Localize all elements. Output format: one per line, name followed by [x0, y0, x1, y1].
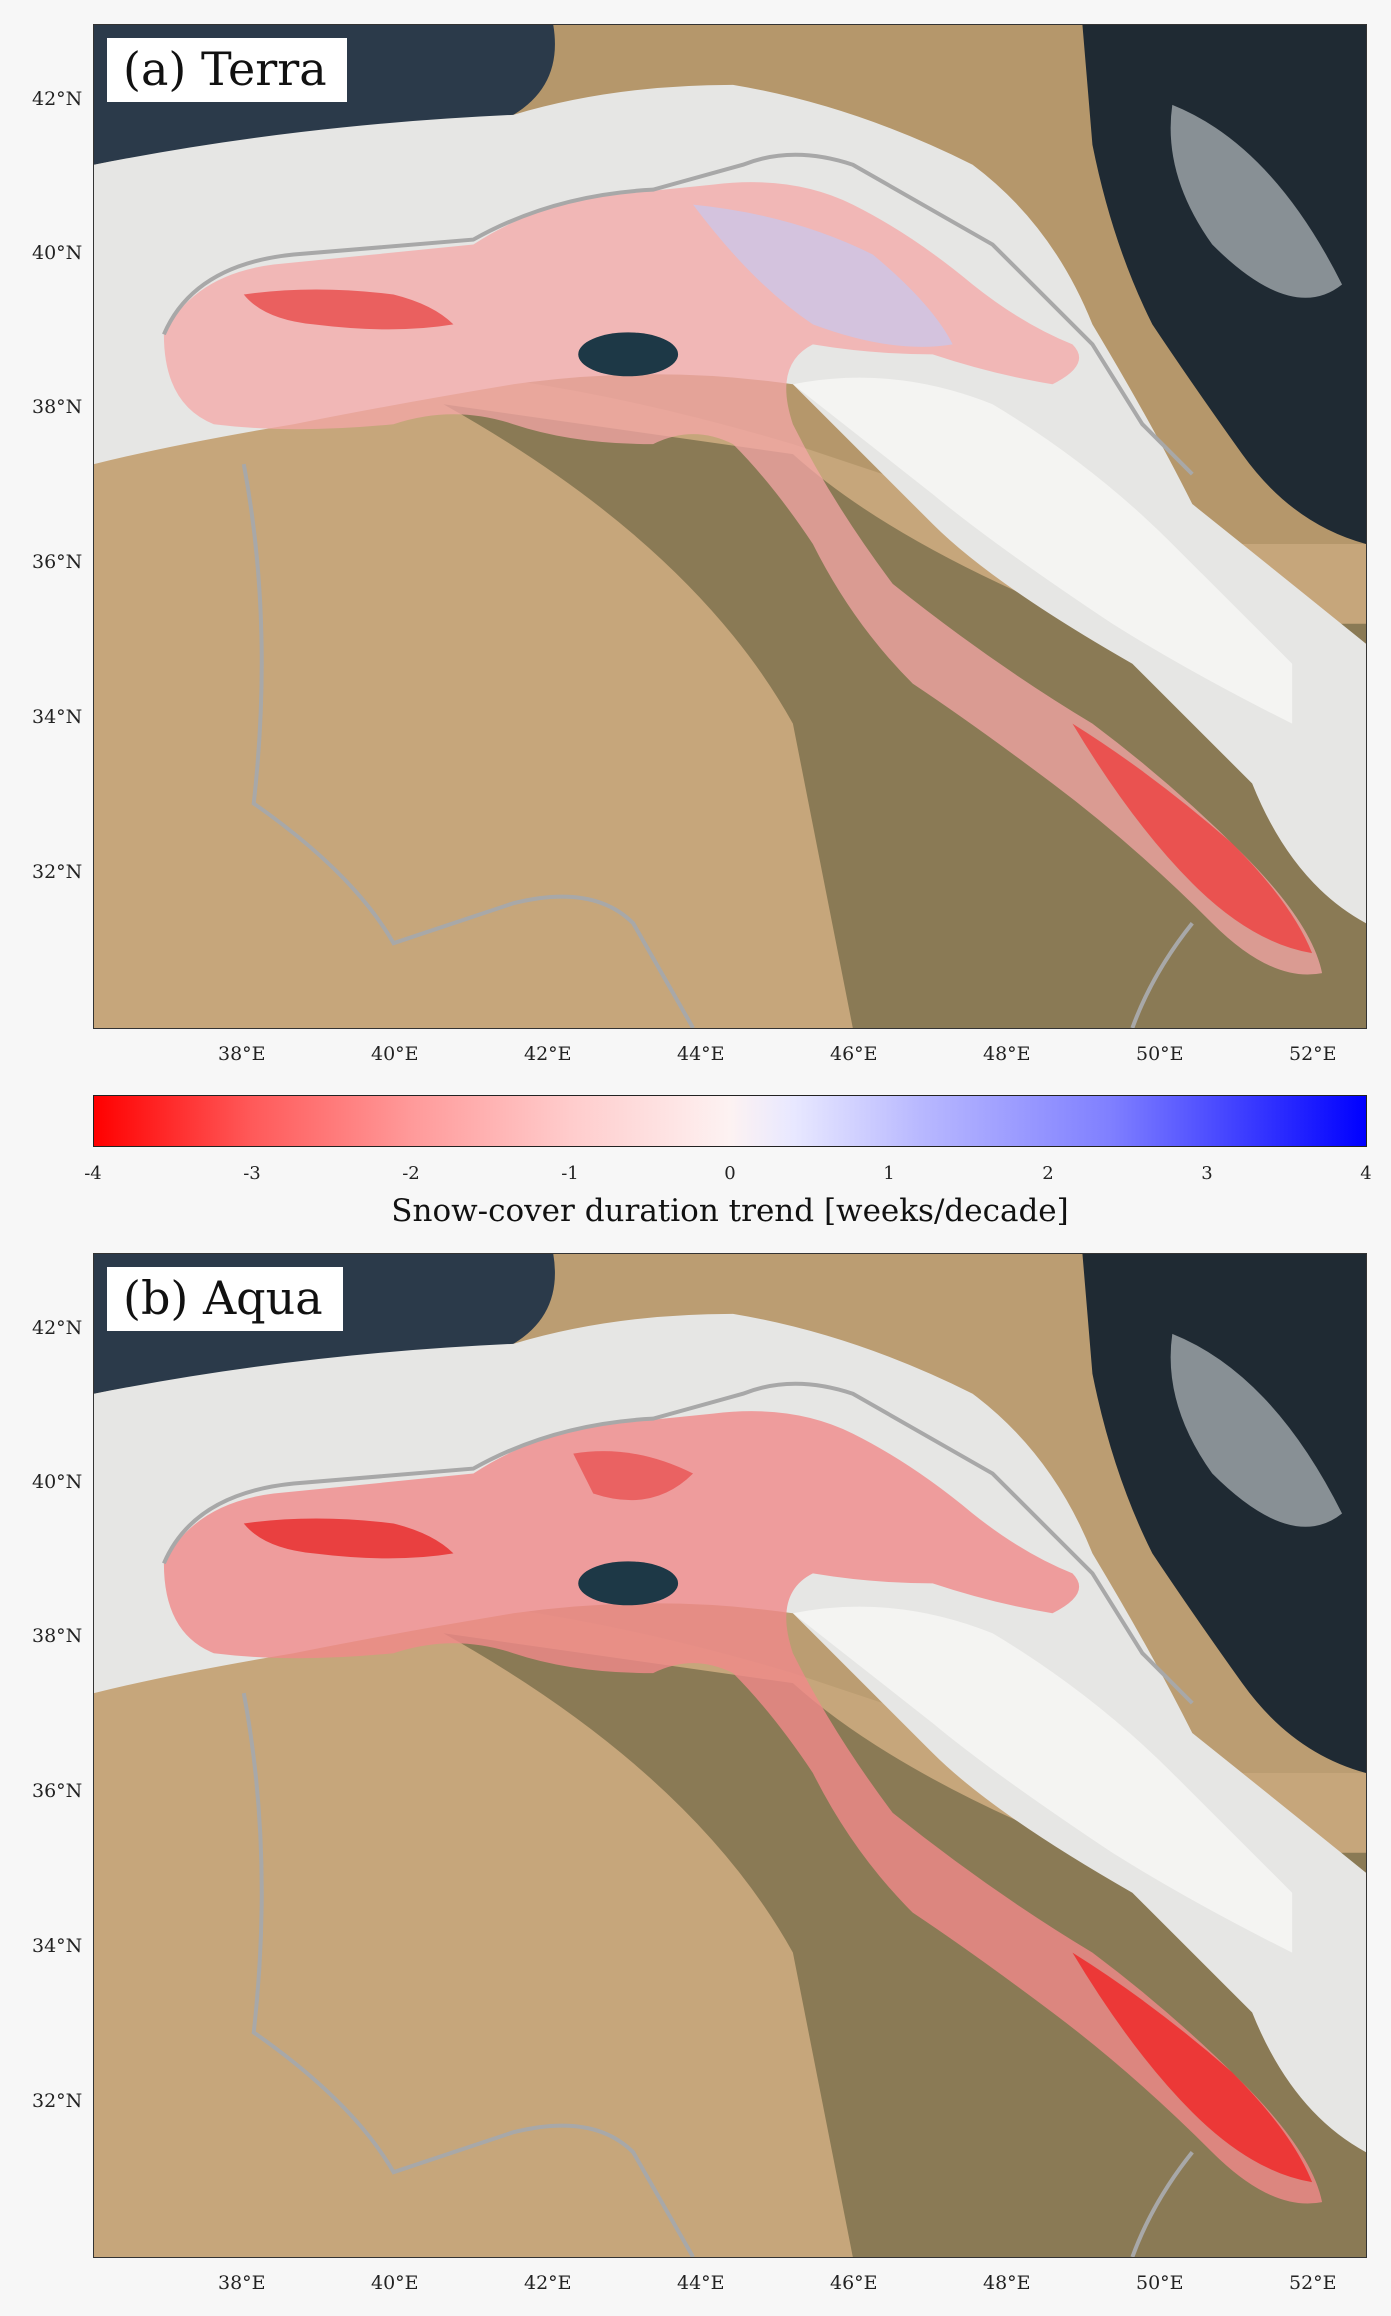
trend-overlay [163, 182, 1323, 975]
colorbar-title: Snow-cover duration trend [weeks/decade] [391, 1193, 1069, 1229]
lon-tick: 44°E [677, 2272, 725, 2294]
map-panel-aqua: (b) Aqua [93, 1253, 1367, 2258]
panel-label: (b) Aqua [107, 1267, 343, 1331]
lon-tick: 46°E [830, 1043, 878, 1065]
lat-tick: 34°N [32, 706, 83, 728]
lon-tick: 40°E [371, 2272, 419, 2294]
lat-tick: 42°N [32, 1317, 83, 1339]
caspian-sea [1082, 25, 1366, 544]
lon-tick: 48°E [983, 1043, 1031, 1065]
lon-tick: 44°E [677, 1043, 725, 1065]
lon-tick: 52°E [1289, 2272, 1337, 2294]
colorbar-tick: 3 [1201, 1163, 1213, 1184]
lat-tick: 32°N [32, 2090, 83, 2112]
colorbar-tick: 4 [1360, 1163, 1372, 1184]
lat-tick: 40°N [32, 1471, 83, 1493]
satellite-basemap [94, 1254, 1366, 2257]
colorbar-tick: 0 [724, 1163, 736, 1184]
lon-tick: 42°E [524, 1043, 572, 1065]
colorbar-tick: 2 [1042, 1163, 1054, 1184]
satellite-basemap [94, 25, 1366, 1028]
lat-tick: 42°N [32, 88, 83, 110]
caspian-sea [1082, 1254, 1366, 1773]
lat-tick: 38°N [32, 1625, 83, 1647]
colorbar-tick: -1 [561, 1163, 579, 1184]
lon-tick: 48°E [983, 2272, 1031, 2294]
colorbar-tick: -3 [243, 1163, 261, 1184]
lat-tick: 34°N [32, 1935, 83, 1957]
lat-tick: 38°N [32, 396, 83, 418]
map-panel-terra: (a) Terra [93, 24, 1367, 1029]
lat-tick: 36°N [32, 551, 83, 573]
lon-tick: 40°E [371, 1043, 419, 1065]
lon-tick: 38°E [218, 2272, 266, 2294]
colorbar-tick: -2 [402, 1163, 420, 1184]
lon-tick: 50°E [1136, 2272, 1184, 2294]
lon-tick: 46°E [830, 2272, 878, 2294]
lat-tick: 32°N [32, 861, 83, 883]
lat-tick: 36°N [32, 1780, 83, 1802]
colorbar-tick: 1 [883, 1163, 895, 1184]
lon-tick: 38°E [218, 1043, 266, 1065]
lake-van [578, 1561, 679, 1606]
trend-overlay [163, 1411, 1323, 2204]
colorbar-tick: -4 [84, 1163, 102, 1184]
panel-label: (a) Terra [107, 38, 347, 102]
lake-van [578, 332, 679, 377]
lon-tick: 50°E [1136, 1043, 1184, 1065]
colorbar [93, 1095, 1367, 1147]
lon-tick: 42°E [524, 2272, 572, 2294]
lat-tick: 40°N [32, 242, 83, 264]
lon-tick: 52°E [1289, 1043, 1337, 1065]
